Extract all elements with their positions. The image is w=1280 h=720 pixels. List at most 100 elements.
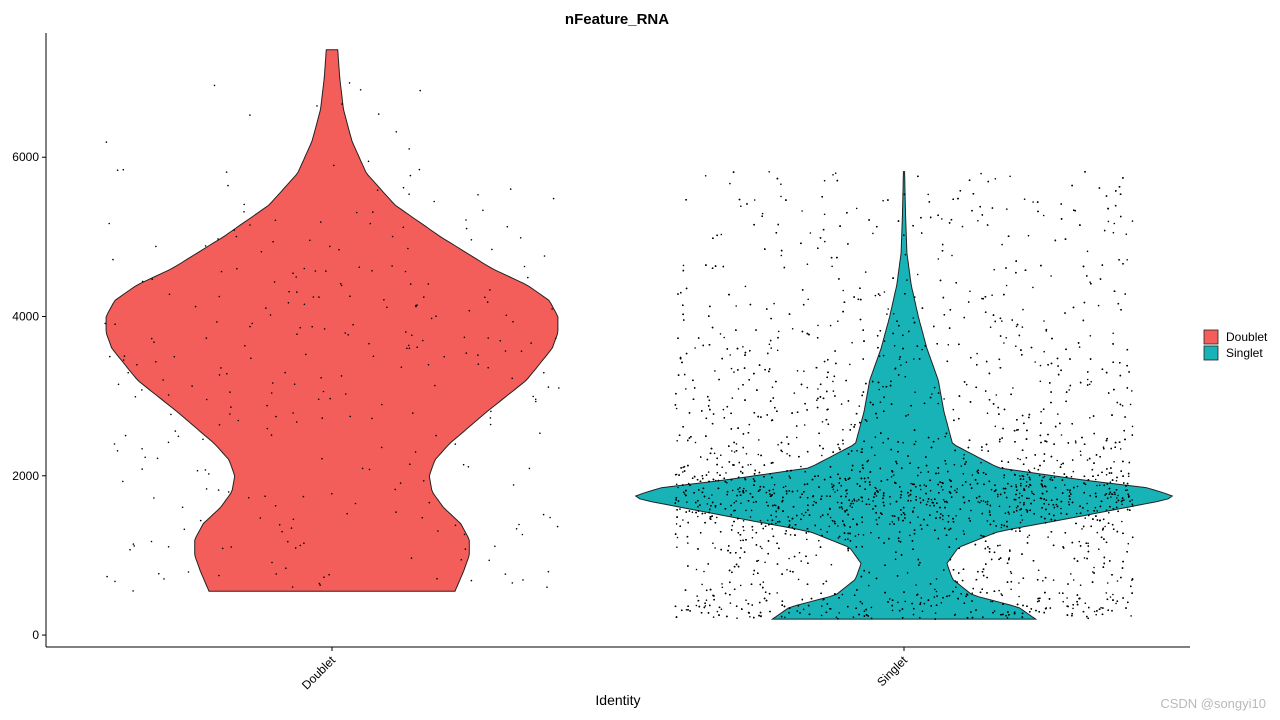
data-point-singlet [915,486,917,488]
data-point-singlet [1100,606,1102,609]
data-point-doublet [409,463,411,466]
data-point-singlet [699,456,702,458]
data-point-singlet [689,610,691,612]
data-point-singlet [986,592,988,594]
data-point-singlet [874,505,877,508]
data-point-singlet [870,617,873,620]
data-point-singlet [947,344,950,346]
data-point-singlet [1112,332,1114,335]
data-point-singlet [788,607,791,609]
data-point-singlet [897,374,900,376]
data-point-singlet [701,512,704,515]
data-point-singlet [1043,320,1045,322]
data-point-singlet [1009,570,1012,573]
data-point-singlet [1086,459,1089,461]
data-point-singlet [784,616,786,619]
data-point-singlet [1115,480,1118,482]
data-point-singlet [900,490,903,493]
data-point-doublet [395,511,397,513]
data-point-singlet [1006,617,1009,619]
data-point-singlet [891,604,893,607]
data-point-doublet [512,484,515,486]
data-point-singlet [997,495,999,498]
data-point-singlet [1080,454,1082,456]
data-point-singlet [849,505,851,507]
data-point-singlet [935,517,937,519]
data-point-singlet [708,497,710,500]
data-point-singlet [1101,613,1104,616]
data-point-singlet [791,490,794,493]
data-point-singlet [790,469,792,472]
data-point-singlet [1003,293,1005,296]
data-point-singlet [1026,511,1029,513]
data-point-singlet [750,509,753,512]
data-point-singlet [1115,602,1117,605]
data-point-singlet [823,478,826,481]
data-point-singlet [1131,592,1133,594]
data-point-singlet [1098,548,1100,550]
data-point-doublet [217,489,220,491]
data-point-doublet [284,371,287,374]
data-point-singlet [882,199,884,202]
data-point-singlet [1035,609,1037,612]
data-point-singlet [1027,234,1030,237]
data-point-doublet [158,572,160,575]
data-point-singlet [807,298,809,301]
data-point-singlet [751,529,754,531]
data-point-singlet [740,547,742,549]
data-point-singlet [769,339,772,342]
data-point-singlet [730,367,733,370]
data-point-singlet [1110,447,1112,450]
data-point-doublet [312,296,315,298]
data-point-doublet [367,160,370,163]
data-point-singlet [739,494,742,497]
data-point-doublet [348,82,351,84]
data-point-doublet [229,413,231,415]
data-point-singlet [837,320,839,323]
data-point-singlet [755,544,758,546]
violin-singlet [634,171,1174,620]
data-point-singlet [1065,513,1068,515]
data-point-singlet [1050,362,1053,365]
data-point-singlet [729,602,732,604]
data-point-doublet [319,221,322,223]
data-point-singlet [691,511,694,513]
data-point-doublet [173,355,176,358]
data-point-singlet [721,586,724,589]
data-point-singlet [706,458,709,461]
data-point-singlet [1047,433,1049,436]
data-point-singlet [705,589,708,592]
data-point-singlet [923,484,926,486]
data-point-singlet [1015,493,1017,496]
data-point-singlet [982,472,985,474]
data-point-doublet [499,339,502,342]
data-point-singlet [1023,502,1025,504]
data-point-singlet [1006,208,1008,210]
data-point-singlet [769,610,771,613]
data-point-doublet [329,245,331,248]
data-point-singlet [862,391,865,393]
data-point-doublet [150,540,153,543]
data-point-singlet [1131,499,1133,501]
data-point-singlet [915,495,917,498]
data-point-singlet [1103,562,1105,565]
data-point-singlet [846,492,848,495]
data-point-singlet [752,501,755,504]
data-point-doublet [494,545,496,548]
data-point-singlet [876,490,878,492]
data-point-singlet [694,441,697,444]
data-point-singlet [793,555,796,558]
data-point-singlet [920,232,923,234]
data-point-singlet [708,344,711,346]
data-point-singlet [711,267,714,270]
data-point-singlet [1042,408,1045,411]
data-point-doublet [287,302,290,304]
data-point-singlet [1019,458,1021,461]
data-point-singlet [687,609,689,611]
data-point-doublet [489,417,492,419]
data-point-singlet [872,500,874,502]
data-point-singlet [1003,476,1005,479]
data-point-singlet [785,492,788,495]
data-point-singlet [1047,503,1050,506]
data-point-singlet [879,467,882,470]
